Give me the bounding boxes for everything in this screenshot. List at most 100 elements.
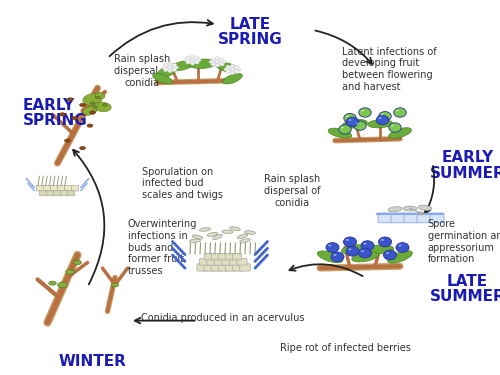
Ellipse shape <box>67 98 73 101</box>
Ellipse shape <box>378 117 382 119</box>
Ellipse shape <box>396 110 399 111</box>
Text: Ripe rot of infected berries: Ripe rot of infected berries <box>280 343 410 353</box>
Ellipse shape <box>164 63 169 68</box>
Ellipse shape <box>328 128 352 138</box>
Ellipse shape <box>378 237 392 247</box>
Ellipse shape <box>348 119 352 121</box>
Ellipse shape <box>418 205 432 210</box>
Ellipse shape <box>58 282 68 288</box>
Ellipse shape <box>326 243 339 252</box>
Ellipse shape <box>359 108 371 117</box>
FancyBboxPatch shape <box>430 213 444 223</box>
FancyBboxPatch shape <box>404 213 418 223</box>
Ellipse shape <box>215 63 220 67</box>
Ellipse shape <box>171 63 176 68</box>
Ellipse shape <box>186 56 192 60</box>
Ellipse shape <box>87 124 93 128</box>
Ellipse shape <box>190 55 195 59</box>
FancyBboxPatch shape <box>391 213 405 223</box>
Ellipse shape <box>238 234 248 238</box>
Ellipse shape <box>334 254 336 256</box>
FancyBboxPatch shape <box>200 258 209 265</box>
FancyBboxPatch shape <box>230 258 239 265</box>
Ellipse shape <box>192 235 202 239</box>
FancyBboxPatch shape <box>40 190 47 196</box>
Ellipse shape <box>384 250 396 260</box>
Ellipse shape <box>222 74 242 84</box>
FancyBboxPatch shape <box>197 264 207 271</box>
Text: LATE
SPRING: LATE SPRING <box>218 17 282 48</box>
Ellipse shape <box>95 96 100 99</box>
Ellipse shape <box>352 252 378 262</box>
Ellipse shape <box>244 231 256 234</box>
Ellipse shape <box>90 102 95 104</box>
FancyBboxPatch shape <box>64 186 71 191</box>
Ellipse shape <box>83 93 102 105</box>
Ellipse shape <box>341 127 344 128</box>
Ellipse shape <box>230 70 235 75</box>
Text: Rain splash
dispersal of
conidia: Rain splash dispersal of conidia <box>264 174 321 208</box>
Ellipse shape <box>60 112 66 116</box>
Ellipse shape <box>72 116 78 120</box>
Ellipse shape <box>388 251 412 263</box>
FancyBboxPatch shape <box>218 254 228 260</box>
FancyBboxPatch shape <box>226 264 236 271</box>
FancyBboxPatch shape <box>218 264 229 271</box>
FancyBboxPatch shape <box>378 213 392 223</box>
Ellipse shape <box>168 68 172 73</box>
Text: EARLY
SUMMER: EARLY SUMMER <box>430 150 500 181</box>
Ellipse shape <box>342 119 367 128</box>
FancyBboxPatch shape <box>237 258 247 265</box>
Ellipse shape <box>366 245 394 254</box>
Ellipse shape <box>211 62 216 66</box>
Ellipse shape <box>398 244 402 246</box>
FancyBboxPatch shape <box>60 190 68 196</box>
Text: Conidia produced in an acervulus: Conidia produced in an acervulus <box>141 313 304 323</box>
Ellipse shape <box>112 283 118 287</box>
Ellipse shape <box>194 60 199 64</box>
FancyBboxPatch shape <box>68 190 75 196</box>
FancyBboxPatch shape <box>211 264 222 271</box>
FancyBboxPatch shape <box>46 190 54 196</box>
Ellipse shape <box>388 128 411 139</box>
Ellipse shape <box>222 230 233 234</box>
Ellipse shape <box>386 252 389 254</box>
Ellipse shape <box>168 66 172 69</box>
Ellipse shape <box>230 227 240 231</box>
Ellipse shape <box>64 139 70 142</box>
Ellipse shape <box>66 269 74 274</box>
Ellipse shape <box>189 59 216 69</box>
Ellipse shape <box>361 241 374 250</box>
Ellipse shape <box>90 111 96 114</box>
Ellipse shape <box>346 239 349 241</box>
Ellipse shape <box>94 102 111 112</box>
Ellipse shape <box>234 69 239 74</box>
Text: Spore
germination and
appressorium
formation: Spore germination and appressorium forma… <box>428 219 500 264</box>
Ellipse shape <box>194 56 199 60</box>
Ellipse shape <box>102 104 108 106</box>
Ellipse shape <box>186 60 192 64</box>
Ellipse shape <box>342 244 368 254</box>
Ellipse shape <box>230 68 235 71</box>
FancyBboxPatch shape <box>240 264 250 271</box>
Text: EARLY
SPRING: EARLY SPRING <box>22 98 88 128</box>
FancyBboxPatch shape <box>50 186 58 191</box>
Ellipse shape <box>379 112 391 121</box>
Ellipse shape <box>216 62 240 73</box>
Ellipse shape <box>95 93 105 99</box>
Text: Rain splash
dispersal of
conidia: Rain splash dispersal of conidia <box>114 54 171 88</box>
Ellipse shape <box>234 65 239 69</box>
Ellipse shape <box>74 260 82 265</box>
Ellipse shape <box>361 110 364 111</box>
Text: LATE
SUMMER: LATE SUMMER <box>430 274 500 304</box>
Ellipse shape <box>381 114 384 115</box>
Ellipse shape <box>346 117 359 126</box>
Ellipse shape <box>364 243 366 244</box>
Ellipse shape <box>220 60 226 63</box>
Ellipse shape <box>209 60 215 63</box>
Ellipse shape <box>218 62 224 66</box>
Ellipse shape <box>361 250 364 252</box>
Ellipse shape <box>83 106 97 115</box>
Ellipse shape <box>211 58 216 62</box>
Text: WINTER: WINTER <box>58 354 126 369</box>
